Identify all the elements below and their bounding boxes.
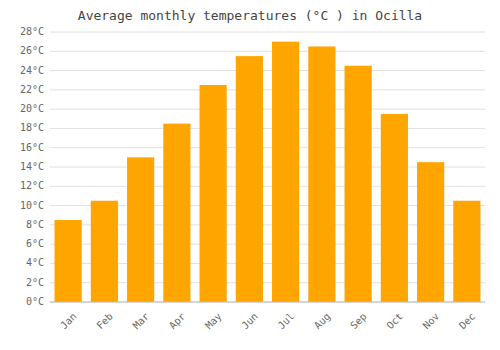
y-axis: 0°C 2°C 4°C 6°C 8°C 10°C 12°C 14°C 16°C 18°C 20°C 2… [20,26,44,307]
grid-line [50,32,485,33]
y-tick-label: 10°C [20,200,44,211]
x-tick-label: May [203,311,224,332]
y-tick-label: 14°C [20,161,44,172]
bars [55,42,481,302]
x-tick-label: Jul [276,311,297,332]
y-tick-label: 28°C [20,26,44,37]
x-axis: Jan Feb Mar Apr May Jun Jul Aug Sep Oct Nov Dec [58,311,477,332]
x-tick-label: Jun [239,311,260,332]
x-tick-label: Nov [421,311,442,332]
x-tick-label: Mar [131,311,152,332]
bar [272,42,299,302]
x-tick-label: Jan [58,311,79,332]
x-tick-label: Oct [384,311,405,332]
chart-svg: Average monthly temperatures (°C ) in Oc… [0,0,500,350]
x-tick-label: Feb [94,311,115,332]
x-tick-label: Apr [167,311,188,332]
bar [127,157,154,302]
x-axis-line [50,302,485,303]
grid-line [50,70,485,71]
grid-line [50,302,485,303]
bar [417,162,444,302]
y-tick-label: 16°C [20,142,44,153]
bar [163,124,190,302]
bar [345,66,372,302]
y-tick-label: 26°C [20,45,44,56]
y-tick-label: 12°C [20,180,44,191]
y-tick-label: 6°C [26,238,44,249]
chart-container: Average monthly temperatures (°C ) in Oc… [0,0,500,350]
bar [91,201,118,302]
chart-title: Average monthly temperatures (°C ) in Oc… [78,8,422,23]
y-tick-label: 8°C [26,219,44,230]
x-tick-label: Sep [348,311,369,332]
grid-line [50,89,485,90]
bar [236,56,263,302]
bar [200,85,227,302]
grid [50,32,485,302]
bar [381,114,408,302]
x-tick-label: Dec [457,311,478,332]
y-tick-label: 0°C [26,296,44,307]
y-tick-label: 20°C [20,103,44,114]
y-tick-label: 18°C [20,122,44,133]
bar [308,46,335,302]
bar [55,220,82,302]
grid-line [50,51,485,52]
grid-line [50,147,485,148]
y-tick-label: 2°C [26,277,44,288]
grid-line [50,128,485,129]
x-tick-label: Aug [312,311,333,332]
grid-line [50,109,485,110]
bar [453,201,480,302]
y-tick-label: 4°C [26,257,44,268]
y-tick-label: 24°C [20,65,44,76]
y-tick-label: 22°C [20,84,44,95]
